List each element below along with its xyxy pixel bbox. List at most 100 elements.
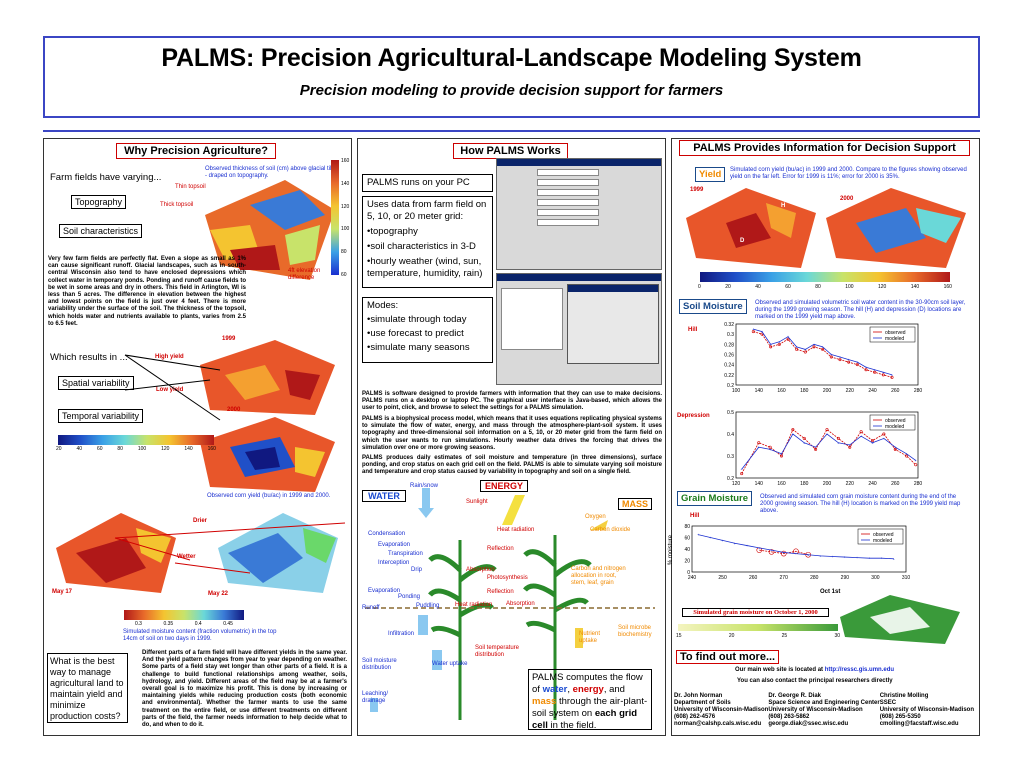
modeled-point: + [893, 556, 896, 561]
gui-field[interactable] [537, 169, 599, 176]
interception-label: Interception [378, 560, 410, 566]
modeled-point: + [849, 443, 852, 448]
modeled-point: + [709, 535, 712, 540]
sunlight-label: Sunlight [466, 499, 488, 505]
modeled-point: + [778, 339, 781, 344]
nutrient-uptake-label: Nutrient uptake [579, 631, 601, 644]
contact-card: Christine Molling SSEC University of Wis… [880, 693, 974, 728]
gui-field[interactable] [537, 189, 599, 196]
contact-univ: University of Wisconsin-Madison [674, 707, 769, 713]
gui-field[interactable] [537, 199, 599, 206]
moisture-map-caption: Simulated moisture content (fraction vol… [123, 629, 277, 642]
yield-tick: 160 [207, 446, 216, 452]
modeled-series-line [753, 328, 893, 376]
y-tick-label: 0.22 [724, 373, 734, 379]
y-tick-label: 0.32 [724, 322, 734, 328]
gui-field[interactable] [537, 209, 599, 216]
computes-end: in the field. [547, 720, 597, 731]
cbar-tick: 160 [341, 158, 350, 164]
modeled-series-line [741, 433, 916, 470]
absorption2-label: Absorption [506, 601, 535, 607]
temporal-variability-box: Temporal variability [58, 409, 144, 423]
modeled-point: + [891, 372, 894, 377]
modeled-point: + [770, 548, 773, 553]
gui-field[interactable] [537, 219, 599, 226]
y-tick-label: 0 [687, 570, 690, 576]
y-tick-label: 0.2 [727, 383, 734, 389]
modeled-point: + [758, 545, 761, 550]
ponding-label: Ponding [398, 594, 421, 600]
soil-moisture-section-label: Soil Moisture [679, 299, 747, 314]
modeled-point: + [792, 432, 795, 437]
spatial-variability-box: Spatial variability [58, 376, 134, 390]
sim-yield-tick: 40 [755, 284, 761, 290]
yield-tick: 140 [184, 446, 193, 452]
contact-dept: SSEC [879, 700, 897, 706]
grain-tick: 25 [781, 633, 788, 639]
observed-point [803, 350, 807, 354]
modeled-point: + [769, 342, 772, 347]
observed-point [838, 358, 842, 362]
sim-yield-tick: 20 [725, 284, 731, 290]
data-bullet: •topography [367, 226, 418, 237]
x-tick-label: 260 [749, 575, 758, 581]
y-tick-label: 60 [684, 536, 690, 542]
sim-yield-tick: 160 [943, 284, 952, 290]
x-tick-label: 300 [871, 575, 880, 581]
modeled-point: + [856, 555, 859, 560]
sim-yield-tick: 80 [815, 284, 821, 290]
legend-modeled-label: modeled [885, 336, 904, 342]
contact-phone: (608) 265-5350 [879, 714, 921, 720]
gui-listbox[interactable] [501, 288, 563, 350]
observed-point [871, 439, 875, 443]
depression-marker: D [740, 238, 745, 244]
yield-tick: 120 [161, 446, 170, 452]
computes-and: , and [603, 684, 625, 695]
x-tick-label: 270 [780, 575, 789, 581]
yield-colorbar-ticks: 20 40 60 80 100 120 140 160 [56, 446, 216, 452]
contact-name: Dr. George R. Diak [768, 693, 821, 699]
contact-email[interactable]: cmolling@facstaff.wisc.edu [879, 721, 959, 727]
x-tick-label: 280 [810, 575, 819, 581]
observed-point [760, 332, 764, 336]
x-tick-label: 260 [891, 481, 900, 487]
find-out-more-title: To find out more... [676, 650, 780, 664]
water-label: WATER [362, 490, 406, 502]
x-tick-label: 140 [755, 388, 764, 394]
observed-point [795, 347, 799, 351]
observed-point [881, 373, 885, 377]
web-site-link[interactable]: http://ressc.gis.umn.edu [824, 667, 895, 673]
contact-email[interactable]: norman@calshp.cals.wisc.edu [674, 721, 762, 727]
yield-tick: 60 [96, 446, 103, 452]
modeled-point: + [830, 352, 833, 357]
modeled-point: + [734, 541, 737, 546]
farm-fields-text: Farm fields have varying... [50, 172, 162, 183]
sim-grain-colorbar [678, 624, 838, 631]
modeled-point: + [847, 357, 850, 362]
topsoil-map-caption: Observed thickness of soil (cm) above gl… [205, 166, 333, 179]
gui-field[interactable] [537, 179, 599, 186]
modeled-point: + [856, 360, 859, 365]
bottom-paragraph: Different parts of a farm field will hav… [142, 650, 347, 729]
modeled-point: + [882, 370, 885, 375]
computes-text: PALMS computes the flow of [532, 672, 643, 695]
modeled-point: + [783, 550, 786, 555]
depression-label: Depression [677, 413, 710, 419]
variability-paragraph: Very few farm fields are perfectly flat.… [48, 256, 246, 327]
yield-tick: 40 [76, 446, 83, 452]
contact-email[interactable]: george.diak@ssec.wisc.edu [768, 721, 849, 727]
oxygen-label: Oxygen [585, 514, 606, 520]
modeled-point: + [880, 556, 883, 561]
moisture-colorbar [124, 610, 244, 620]
contact-name: Christine Molling [879, 693, 929, 699]
observed-point [859, 430, 863, 434]
modeled-point: + [860, 434, 863, 439]
window-titlebar [497, 274, 661, 281]
y-tick-label: 0.3 [727, 332, 734, 338]
modeled-point: + [697, 532, 700, 537]
yield-map-2000 [200, 417, 335, 492]
modeled-point: + [868, 556, 871, 561]
window-titlebar [497, 159, 661, 166]
